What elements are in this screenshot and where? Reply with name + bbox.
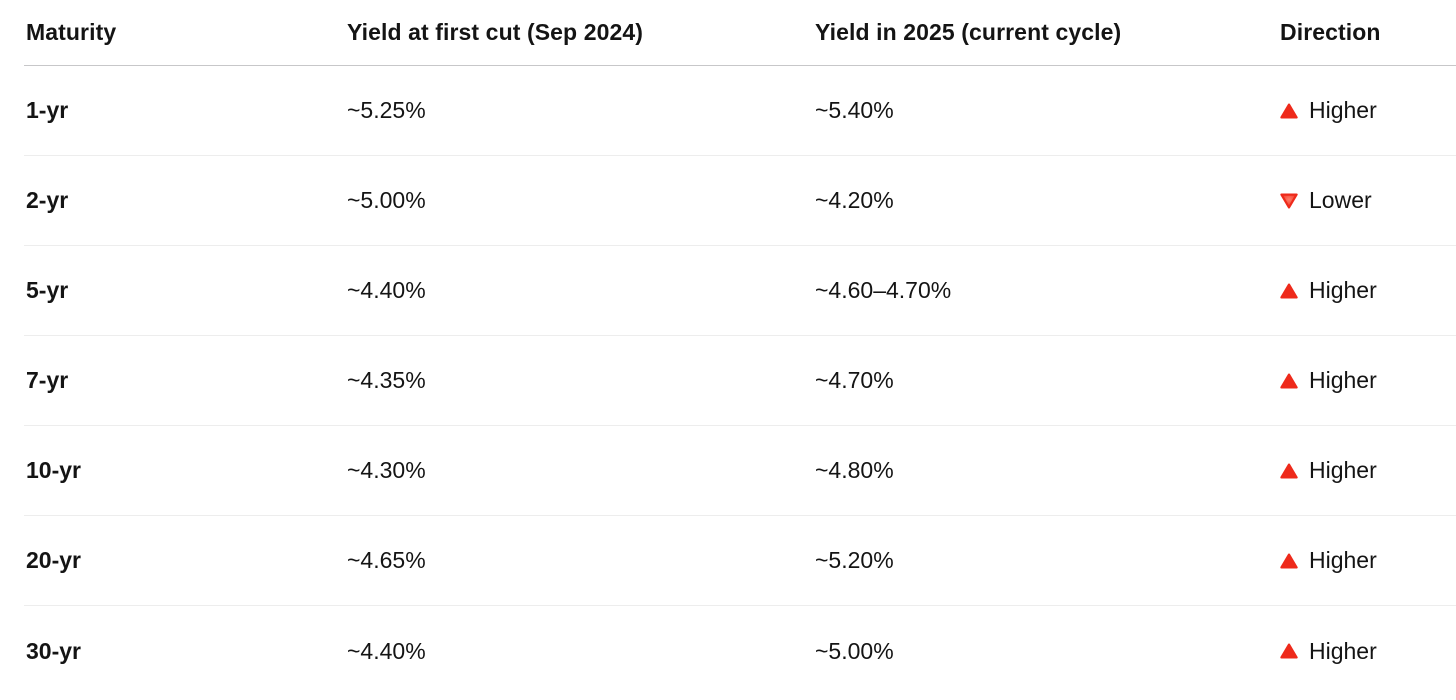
yield-2025-cell: ~4.60–4.70% xyxy=(815,277,952,303)
yield-2025-cell: ~4.70% xyxy=(815,367,894,393)
direction-label: Higher xyxy=(1309,367,1377,393)
maturity-cell: 20-yr xyxy=(26,547,81,573)
triangle-up-icon xyxy=(1280,643,1298,659)
triangle-down-icon xyxy=(1280,193,1298,209)
yield-first-cut-cell: ~5.25% xyxy=(347,97,426,123)
yield-2025-cell: ~5.20% xyxy=(815,547,894,573)
triangle-up-icon xyxy=(1280,283,1298,299)
direction-label: Higher xyxy=(1309,277,1377,303)
maturity-cell: 2-yr xyxy=(26,187,69,213)
direction-cell: Higher xyxy=(1280,277,1456,304)
direction-label: Higher xyxy=(1309,457,1377,483)
table-row: 7-yr ~4.35% ~4.70% Higher xyxy=(24,336,1456,426)
direction-cell: Lower xyxy=(1280,187,1456,214)
table-row: 2-yr ~5.00% ~4.20% Lower xyxy=(24,156,1456,246)
table-row: 1-yr ~5.25% ~5.40% Higher xyxy=(24,66,1456,156)
maturity-cell: 1-yr xyxy=(26,97,69,123)
yield-2025-cell: ~4.20% xyxy=(815,187,894,213)
yield-2025-cell: ~5.40% xyxy=(815,97,894,123)
table-row: 30-yr ~4.40% ~5.00% Higher xyxy=(24,606,1456,696)
direction-cell: Higher xyxy=(1280,367,1456,394)
table-row: 10-yr ~4.30% ~4.80% Higher xyxy=(24,426,1456,516)
yield-first-cut-cell: ~4.65% xyxy=(347,547,426,573)
direction-cell: Higher xyxy=(1280,457,1456,484)
table-header-row: Maturity Yield at first cut (Sep 2024) Y… xyxy=(24,0,1456,66)
triangle-up-icon xyxy=(1280,463,1298,479)
yield-first-cut-cell: ~4.35% xyxy=(347,367,426,393)
maturity-cell: 30-yr xyxy=(26,637,81,664)
direction-cell: Higher xyxy=(1280,638,1456,665)
triangle-up-icon xyxy=(1280,553,1298,569)
direction-label: Higher xyxy=(1309,637,1377,664)
table-row: 5-yr ~4.40% ~4.60–4.70% Higher xyxy=(24,246,1456,336)
yield-first-cut-cell: ~4.40% xyxy=(347,637,426,664)
direction-label: Lower xyxy=(1309,187,1372,213)
yield-2025-cell: ~4.80% xyxy=(815,457,894,483)
yield-first-cut-cell: ~4.30% xyxy=(347,457,426,483)
column-header-yield-first-cut: Yield at first cut (Sep 2024) xyxy=(347,19,644,45)
column-header-maturity: Maturity xyxy=(26,19,117,45)
triangle-up-icon xyxy=(1280,373,1298,389)
yield-first-cut-cell: ~4.40% xyxy=(347,277,426,303)
column-header-yield-2025: Yield in 2025 (current cycle) xyxy=(815,19,1122,45)
yield-first-cut-cell: ~5.00% xyxy=(347,187,426,213)
maturity-cell: 7-yr xyxy=(26,367,69,393)
yield-2025-cell: ~5.00% xyxy=(815,637,894,664)
direction-cell: Higher xyxy=(1280,547,1456,574)
direction-label: Higher xyxy=(1309,547,1377,573)
maturity-cell: 5-yr xyxy=(26,277,69,303)
column-header-direction: Direction xyxy=(1280,19,1381,45)
direction-label: Higher xyxy=(1309,97,1377,123)
direction-cell: Higher xyxy=(1280,97,1456,124)
maturity-cell: 10-yr xyxy=(26,457,81,483)
triangle-up-icon xyxy=(1280,103,1298,119)
table-row: 20-yr ~4.65% ~5.20% Higher xyxy=(24,516,1456,606)
